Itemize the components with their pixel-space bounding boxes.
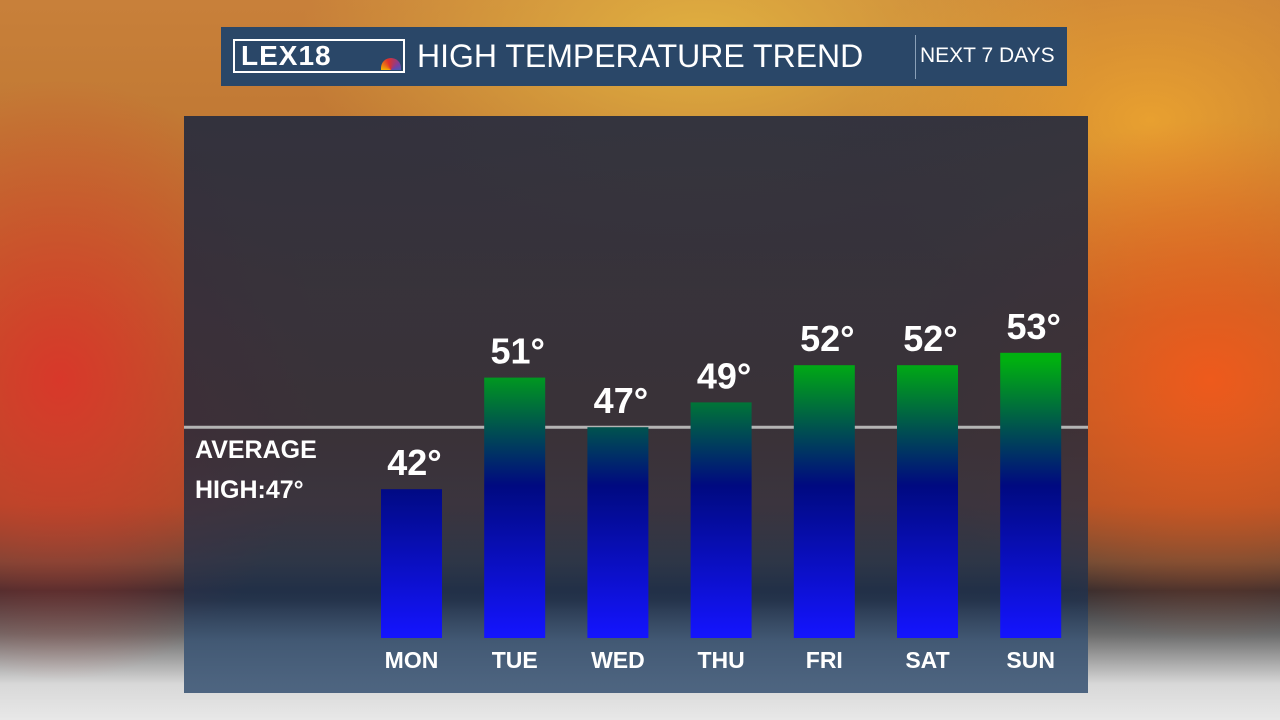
bar-sun bbox=[1000, 352, 1062, 638]
header-banner: LEX18 HIGH TEMPERATURE TREND NEXT 7 DAYS bbox=[221, 27, 1067, 86]
day-label: TUE bbox=[492, 647, 538, 673]
day-label: THU bbox=[697, 647, 744, 673]
bar-mon bbox=[381, 489, 442, 638]
chart-subtitle: NEXT 7 DAYS bbox=[920, 44, 1055, 67]
value-label: 52° bbox=[903, 318, 957, 359]
average-label-line2: HIGH:47° bbox=[195, 476, 304, 504]
value-label: 42° bbox=[387, 442, 441, 483]
value-label: 51° bbox=[490, 331, 544, 372]
day-label: WED bbox=[591, 647, 645, 673]
average-label: AVERAGE HIGH:47° bbox=[195, 430, 317, 510]
peacock-icon bbox=[381, 58, 401, 70]
logo-text: LEX18 bbox=[241, 40, 332, 71]
day-label: MON bbox=[385, 647, 439, 673]
average-label-line1: AVERAGE bbox=[195, 436, 317, 464]
bar-thu bbox=[690, 402, 752, 638]
day-label: SAT bbox=[905, 647, 949, 673]
bar-sat bbox=[897, 365, 958, 638]
value-label: 52° bbox=[800, 318, 854, 359]
value-label: 47° bbox=[594, 380, 648, 421]
value-label: 53° bbox=[1006, 306, 1060, 347]
bar-fri bbox=[793, 365, 855, 638]
bar-wed bbox=[587, 427, 649, 638]
bar-tue bbox=[484, 377, 546, 638]
day-label: SUN bbox=[1006, 647, 1055, 673]
value-label: 49° bbox=[697, 355, 751, 396]
chart-title: HIGH TEMPERATURE TREND bbox=[417, 38, 864, 74]
day-label: FRI bbox=[806, 647, 843, 673]
station-logo: LEX18 bbox=[233, 39, 405, 73]
header-divider bbox=[915, 35, 916, 79]
